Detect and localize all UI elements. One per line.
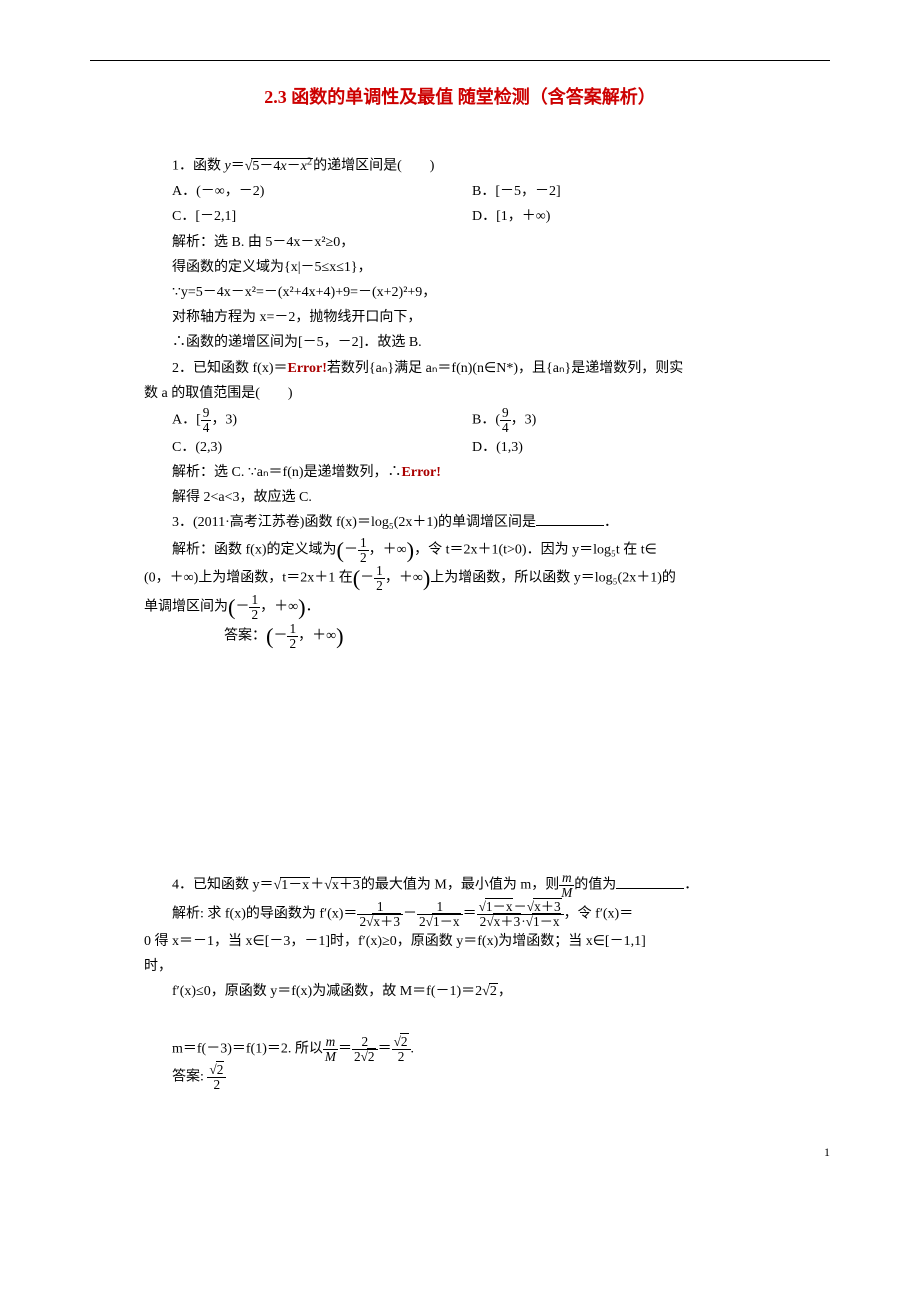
q2-options-row2: C．(2,3) D．(1,3): [144, 435, 830, 460]
q1-sol4: 对称轴方程为 x=－2，抛物线开口向下，: [144, 305, 830, 330]
spacer-2: [144, 1005, 830, 1035]
q2-stem-2: 数 a 的取值范围是( ): [144, 381, 830, 406]
q2-sol1: 解析：选 C. ∵aₙ＝f(n)是递增数列，∴Error!: [144, 460, 830, 485]
q3-answer: 答案：(－12，＋∞): [144, 622, 830, 651]
q1-sol3: ∵y=5－4x－x²=－(x²+4x+4)+9=－(x+2)²+9，: [144, 280, 830, 305]
q2-sol2: 解得 2<a<3，故应选 C.: [144, 485, 830, 510]
q4-sol3: f′(x)≤0，原函数 y＝f(x)为减函数，故 M＝f(－1)＝22，: [144, 979, 830, 1004]
q3-sol1: 解析：函数 f(x)的定义域为(－12，＋∞)，令 t＝2x＋1(t>0)．因为…: [144, 536, 830, 565]
spacer: [90, 651, 830, 871]
q3-stem: 3．(2011·高考江苏卷)函数 f(x)＝log₅(2x＋1)的单调增区间是．: [144, 510, 830, 535]
fill-blank-2: [616, 876, 684, 889]
q4-answer: 答案: 22: [144, 1063, 830, 1092]
page-number: 1: [90, 1142, 830, 1164]
question-1: 1．函数 y＝5－4x－x2的递增区间是( ) A．(－∞，－2) B．[－5，…: [90, 153, 830, 355]
q2-opt-d: D．(1,3): [472, 435, 830, 460]
question-3: 3．(2011·高考江苏卷)函数 f(x)＝log₅(2x＋1)的单调增区间是．…: [90, 510, 830, 651]
error-text-2: Error!: [402, 465, 441, 480]
error-text: Error!: [288, 361, 327, 376]
q1-stem: 1．函数 y＝5－4x－x2的递增区间是( ): [144, 153, 830, 179]
q1-options-row2: C．[－2,1] D．[1，＋∞): [144, 204, 830, 229]
question-4: 4．已知函数 y＝1－x＋x＋3的最大值为 M，最小值为 m，则mM的值为． 解…: [90, 871, 830, 1092]
q1-opt-d: D．[1，＋∞): [472, 204, 830, 229]
q4-sol4: m＝f(－3)＝f(1)＝2. 所以mM＝222＝22.: [144, 1035, 830, 1064]
q1-sol1: 解析：选 B. 由 5－4x－x²≥0，: [144, 230, 830, 255]
q4-sol1: 解析: 求 f(x)的导函数为 f′(x)＝12x＋3－121－x＝1－x－x＋…: [144, 900, 830, 929]
q1-sol2: 得函数的定义域为{x|－5≤x≤1}，: [144, 255, 830, 280]
q2-opt-b: B．(94，3): [472, 406, 830, 435]
q1-opt-a: A．(－∞，－2): [172, 179, 472, 204]
q3-sol2: (0，＋∞)上为增函数，t＝2x＋1 在(－12，＋∞)上为增函数，所以函数 y…: [144, 564, 830, 593]
q2-stem-1: 2．已知函数 f(x)＝Error!若数列{aₙ}满足 aₙ＝f(n)(n∈N*…: [144, 356, 830, 381]
fill-blank: [536, 514, 604, 527]
q2-opt-c: C．(2,3): [172, 435, 472, 460]
q3-sol3: 单调增区间为(－12，＋∞)．: [144, 593, 830, 622]
q2-opt-a: A．[94，3): [172, 406, 472, 435]
q1-sol5: ∴函数的递增区间为[－5，－2]．故选 B.: [144, 330, 830, 355]
q1-options-row1: A．(－∞，－2) B．[－5，－2]: [144, 179, 830, 204]
page-title: 2.3 函数的单调性及最值 随堂检测（含答案解析）: [90, 81, 830, 113]
top-rule: [90, 60, 830, 61]
q4-sol2: 0 得 x＝－1，当 x∈[－3，－1]时，f′(x)≥0，原函数 y＝f(x)…: [144, 929, 830, 954]
q4-stem: 4．已知函数 y＝1－x＋x＋3的最大值为 M，最小值为 m，则mM的值为．: [144, 871, 830, 900]
q4-sol2b: 时，: [144, 954, 830, 979]
q1-opt-b: B．[－5，－2]: [472, 179, 830, 204]
q2-options-row1: A．[94，3) B．(94，3): [144, 406, 830, 435]
q1-opt-c: C．[－2,1]: [172, 204, 472, 229]
question-2: 2．已知函数 f(x)＝Error!若数列{aₙ}满足 aₙ＝f(n)(n∈N*…: [90, 356, 830, 511]
